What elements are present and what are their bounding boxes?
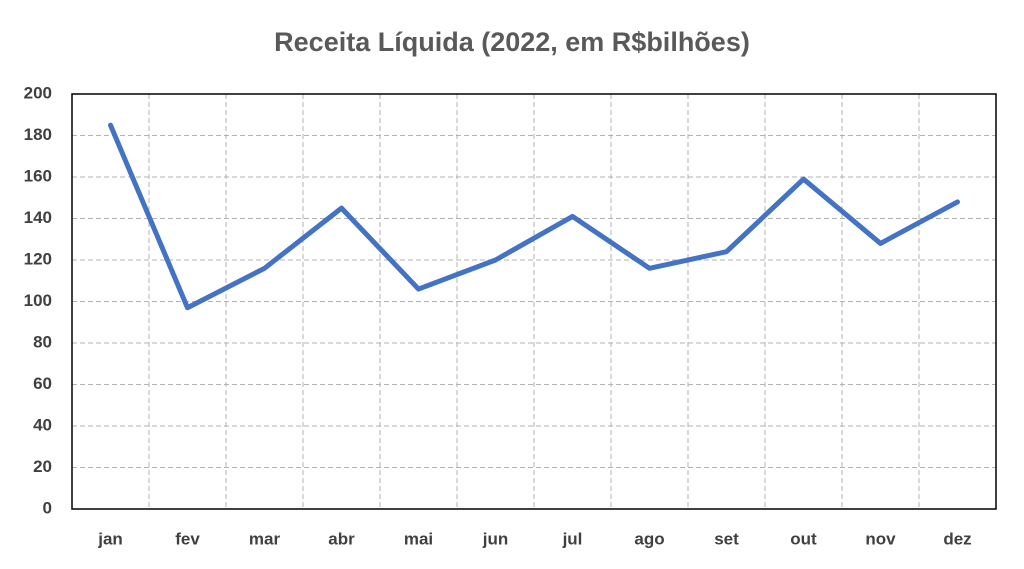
x-tick-label: mai [404,529,433,548]
x-tick-label: nov [865,529,896,548]
data-line [108,122,960,311]
y-tick-label: 0 [43,498,52,517]
y-tick-label: 80 [33,332,52,351]
x-tick-label: jan [97,529,123,548]
y-tick-label: 40 [33,415,52,434]
x-tick-label: jun [482,529,509,548]
x-tick-label: mar [249,529,281,548]
x-tick-label: jul [562,529,583,548]
y-tick-label: 60 [33,374,52,393]
y-tick-label: 200 [24,83,52,102]
y-tick-label: 100 [24,291,52,310]
y-tick-label: 20 [33,457,52,476]
y-tick-label: 160 [24,166,52,185]
plot-border [71,93,997,510]
x-tick-label: fev [175,529,200,548]
x-tick-label: ago [634,529,664,548]
x-tick-label: out [790,529,817,548]
x-tick-label: abr [328,529,355,548]
x-tick-label: dez [943,529,971,548]
chart-title: Receita Líquida (2022, em R$bilhões) [274,27,750,57]
x-tick-label: set [714,529,739,548]
y-tick-label: 120 [24,249,52,268]
y-tick-label: 140 [24,208,52,227]
y-tick-label: 180 [24,125,52,144]
